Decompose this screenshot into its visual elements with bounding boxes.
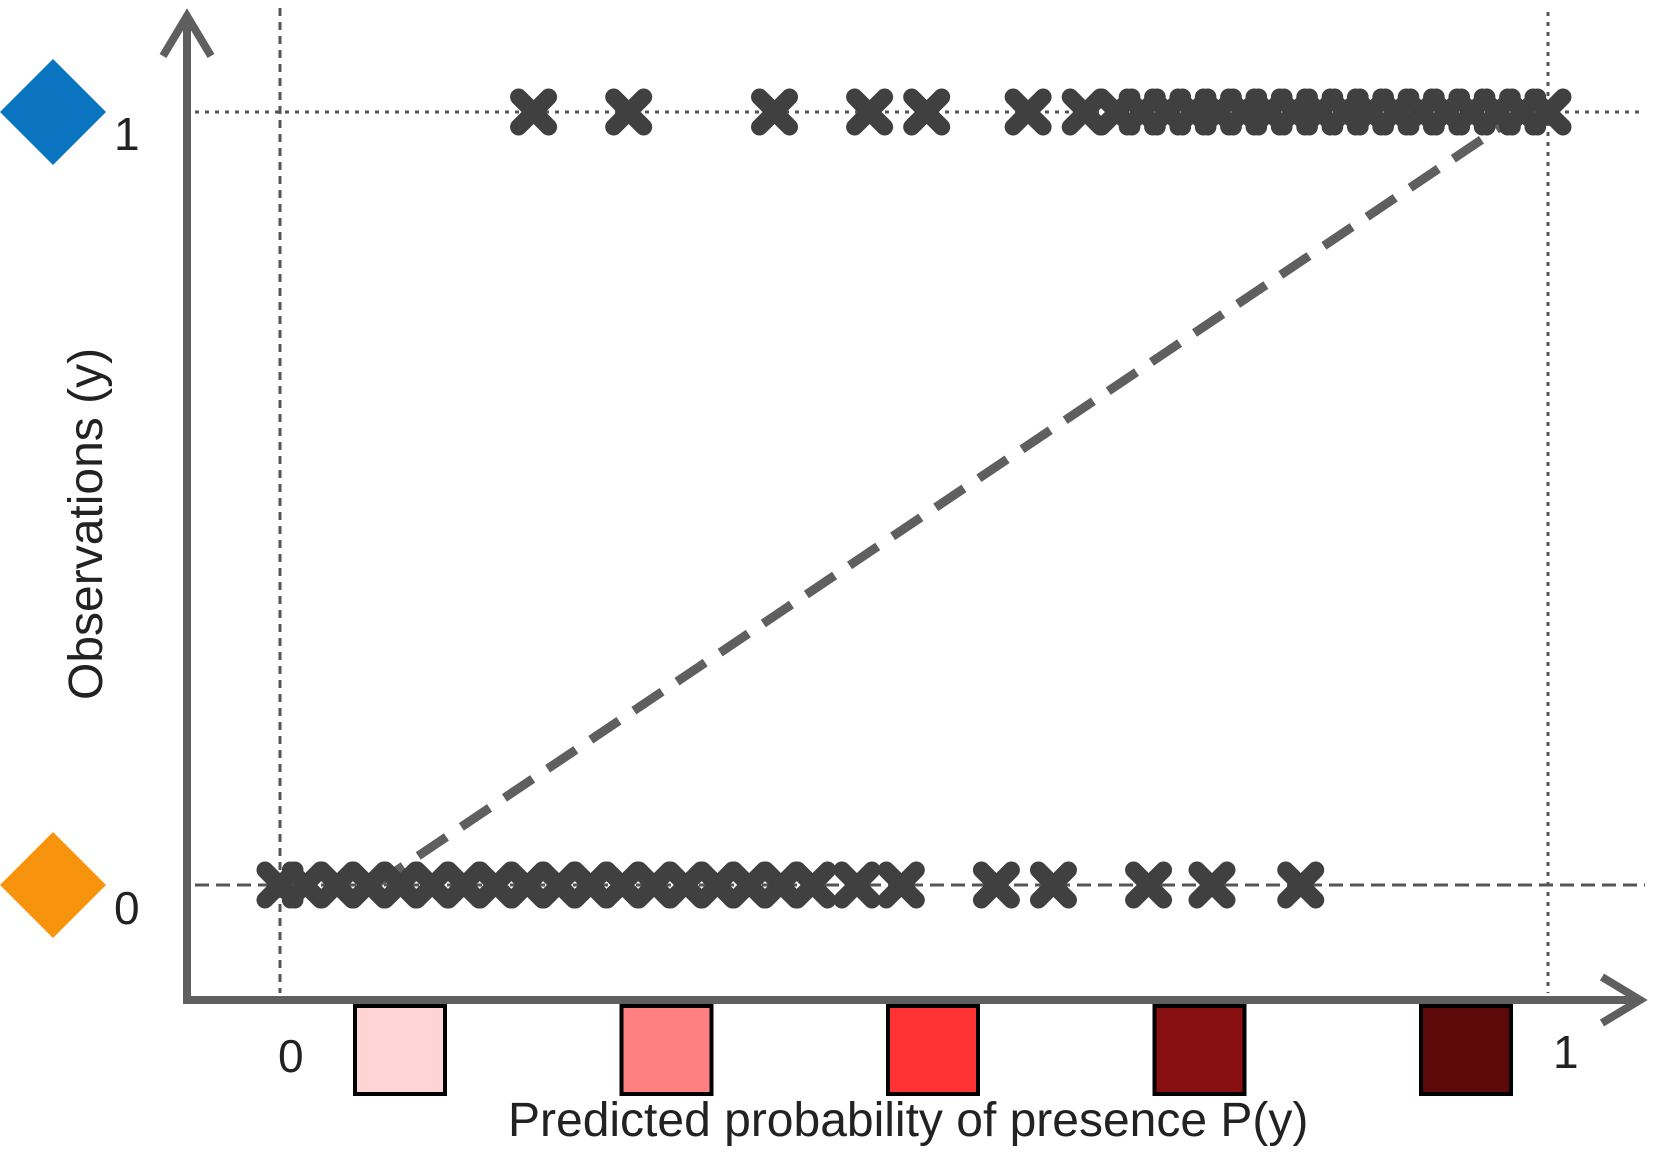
y-tick-label-1: 1 — [114, 108, 140, 160]
axes — [159, 8, 1648, 1027]
y-tick-label-0: 0 — [114, 882, 140, 934]
data-point-y0-24 — [1277, 861, 1325, 909]
y-level-diamond-1 — [0, 59, 106, 165]
data-point-y0-23 — [1188, 861, 1236, 909]
y-axis-arrowhead — [159, 8, 215, 59]
x-tick-label-1: 1 — [1553, 1026, 1579, 1078]
data-point-y0-22 — [1125, 861, 1173, 909]
x-axis-arrowhead — [1599, 973, 1648, 1027]
data-point-y1-5 — [1004, 88, 1052, 136]
data-point-y1-4 — [903, 88, 951, 136]
y-level-markers — [0, 59, 106, 938]
data-point-y1-3 — [846, 88, 894, 136]
data-point-y1-2 — [751, 88, 799, 136]
guide-lines — [195, 8, 1645, 993]
data-point-y0-20 — [972, 861, 1020, 909]
color-bin-swatch-1 — [353, 1004, 447, 1096]
reference-dashed-line — [372, 108, 1526, 889]
y-level-diamond-0 — [0, 832, 106, 938]
data-points — [256, 88, 1572, 909]
data-point-y0-19 — [877, 861, 925, 909]
data-point-y0-18 — [833, 861, 881, 909]
data-point-y1-24 — [1524, 88, 1572, 136]
data-point-y1-0 — [510, 88, 558, 136]
color-bin-swatch-2 — [619, 1004, 714, 1096]
color-bin-swatch-4 — [1152, 1004, 1247, 1096]
data-point-y0-17 — [789, 861, 837, 909]
reference-line — [372, 108, 1526, 889]
x-axis-label: Predicted probability of presence P(y) — [508, 1094, 1308, 1147]
color-bin-swatch-5 — [1419, 1004, 1513, 1096]
x-tick-label-0: 0 — [278, 1030, 304, 1082]
y-axis-label: Observations (y) — [60, 348, 113, 700]
color-bin-swatch-3 — [886, 1004, 980, 1096]
color-bins — [353, 1004, 1513, 1096]
data-point-y0-21 — [1029, 861, 1077, 909]
data-point-y1-1 — [605, 88, 653, 136]
